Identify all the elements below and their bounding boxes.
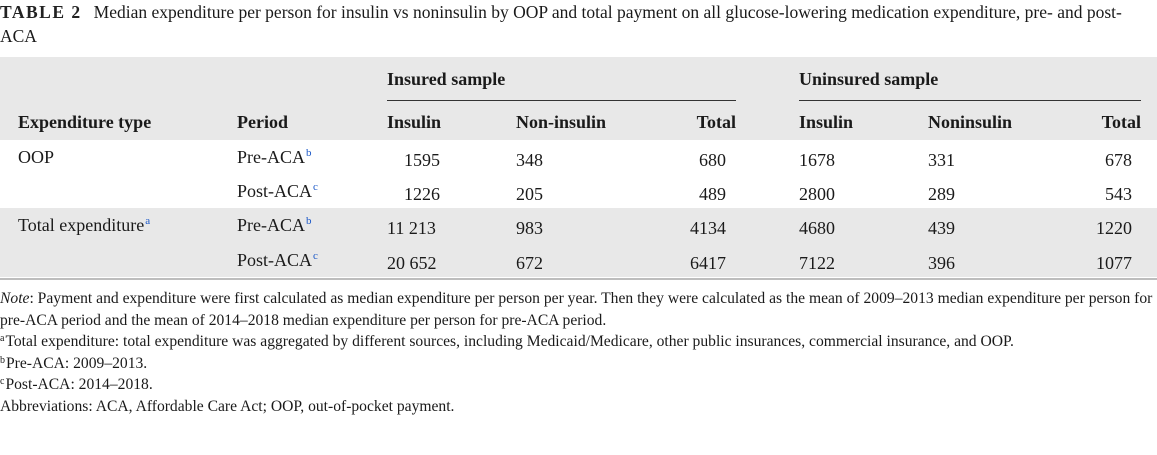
uninsured-group-rule: [799, 100, 1141, 101]
table-caption: TABLE 2 Median expenditure per person for…: [0, 0, 1150, 48]
caption-text: Median expenditure per person for insuli…: [0, 2, 1122, 46]
table-bottom-rule: [0, 278, 1157, 280]
footnote-a: aTotal expenditure: total expenditure wa…: [0, 333, 1014, 350]
row-period: Post-ACAc: [237, 250, 318, 270]
table-cell: 331: [928, 150, 955, 170]
table-cell: 7122: [799, 253, 835, 273]
col-header-uninsured-noninsulin: Noninsulin: [928, 112, 1013, 132]
table-cell: 1220: [1096, 218, 1132, 238]
col-header-insured-total: Total: [696, 112, 736, 132]
table-cell: 289: [928, 184, 955, 204]
insured-group-rule: [387, 100, 736, 101]
col-header-uninsured-total: Total: [1101, 112, 1141, 132]
header-band: [0, 57, 1157, 140]
table-cell: 20 652: [387, 253, 437, 273]
table-cell: 983: [516, 218, 543, 238]
table-cell: 1226: [404, 184, 440, 204]
footnote-b: bPre-ACA: 2009–2013.: [0, 354, 148, 372]
row-type-oop: OOP: [18, 147, 55, 167]
col-header-insured-non-insulin: Non-insulin: [516, 112, 607, 132]
footnote-c: cPost-ACA: 2014–2018.: [0, 376, 153, 393]
table-cell: 2800: [799, 184, 835, 204]
table-label: TABLE 2: [0, 2, 82, 22]
note-text: : Payment and expenditure were first cal…: [0, 290, 1153, 329]
col-header-period: Period: [237, 112, 288, 132]
row-period: Pre-ACAb: [237, 147, 312, 167]
table-cell: 1595: [404, 150, 440, 170]
table-cell: 543: [1105, 184, 1132, 204]
table-cell: 6417: [690, 253, 726, 273]
col-header-insured-insulin: Insulin: [387, 112, 442, 132]
table-cell: 11 213: [387, 218, 436, 238]
group-header-uninsured: Uninsured sample: [799, 69, 939, 89]
row-period: Pre-ACAb: [237, 215, 312, 235]
row-type-total-expenditure: Total expenditurea: [18, 215, 151, 235]
note-label: Note: [0, 290, 30, 307]
table-cell: 205: [516, 184, 543, 204]
col-header-expenditure-type: Expenditure type: [18, 112, 152, 132]
table-cell: 348: [516, 150, 543, 170]
table-notes: Note: Payment and expenditure were first…: [0, 288, 1155, 417]
table-cell: 1077: [1096, 253, 1132, 273]
table-cell: 4680: [799, 218, 835, 238]
table-cell: 672: [516, 253, 543, 273]
table-cell: 1678: [799, 150, 835, 170]
note-paragraph: Note: Payment and expenditure were first…: [0, 288, 1155, 331]
table-cell: 396: [928, 253, 955, 273]
table-cell: 680: [699, 150, 726, 170]
table-cell: 4134: [690, 218, 726, 238]
col-header-uninsured-insulin: Insulin: [799, 112, 854, 132]
group-header-insured: Insured sample: [387, 69, 506, 89]
table-cell: 678: [1105, 150, 1132, 170]
table-cell: 439: [928, 218, 955, 238]
row-period: Post-ACAc: [237, 181, 318, 201]
table-cell: 489: [699, 184, 726, 204]
abbreviations: Abbreviations: ACA, Affordable Care Act;…: [0, 397, 455, 415]
total-expenditure-band: [0, 208, 1157, 277]
